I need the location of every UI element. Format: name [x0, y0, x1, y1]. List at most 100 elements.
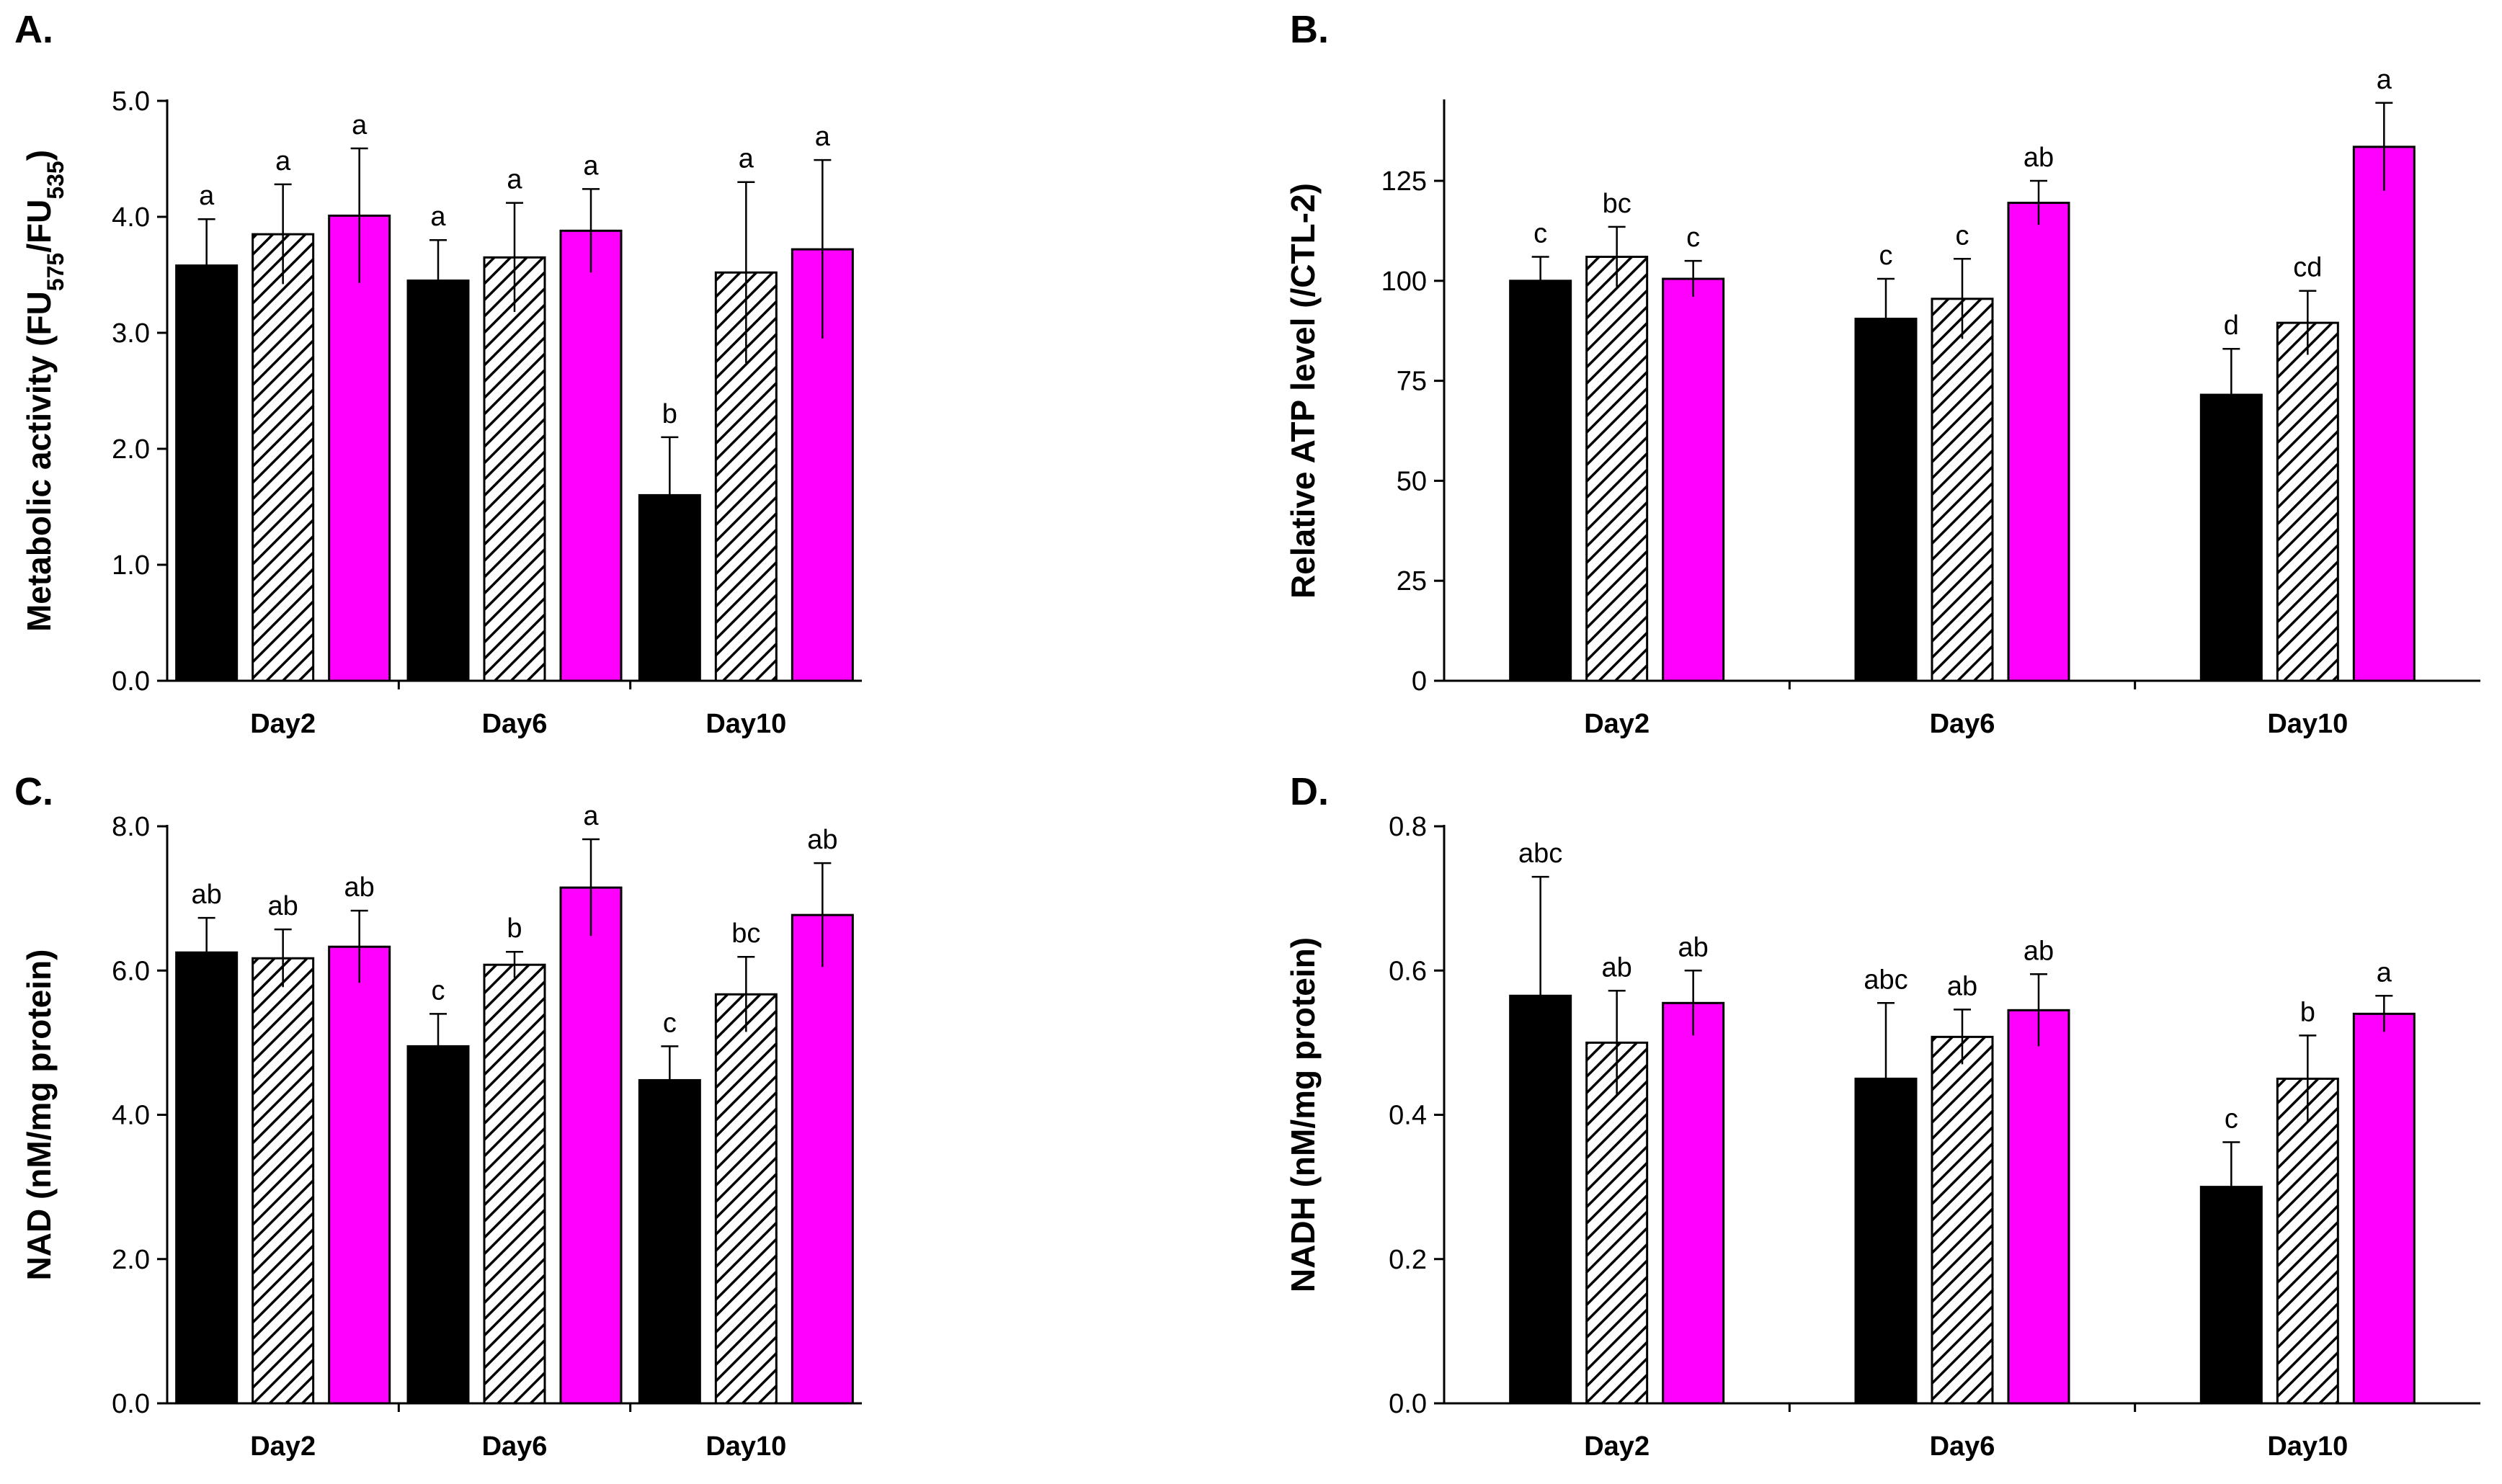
bar [2007, 1009, 2070, 1405]
significance-letter: ab [1602, 952, 1632, 983]
significance-letter: a [2377, 65, 2392, 95]
x-category-label: Day10 [705, 709, 786, 739]
significance-letter: ab [807, 825, 837, 855]
x-category-label: Day10 [705, 1431, 786, 1462]
bar [483, 963, 546, 1405]
significance-letter: ab [192, 880, 222, 910]
panel-letter-d: D. [1290, 770, 1329, 813]
x-category-label: Day6 [1930, 1431, 1995, 1462]
y-tick-label: 0.2 [1389, 1245, 1427, 1275]
x-category-label: Day6 [1930, 709, 1995, 739]
y-tick-label: 3.0 [112, 318, 150, 349]
bar [1585, 256, 1649, 682]
significance-letter: c [663, 1008, 677, 1038]
bar [2276, 321, 2339, 682]
significance-letter: c [2225, 1104, 2238, 1135]
y-tick-label: 0.6 [1389, 956, 1427, 986]
bar [2007, 202, 2070, 682]
significance-letter: a [583, 151, 599, 181]
significance-letter: ab [268, 891, 298, 921]
y-tick-label: 50 [1397, 466, 1427, 496]
bar [1585, 1041, 1649, 1405]
significance-letter: c [1686, 223, 1700, 253]
significance-letter: a [583, 801, 599, 831]
x-category-label: Day6 [482, 709, 548, 739]
chart-b-svg: 0 25 50 75 100 125 Relative ATP level (/CTL-2)… [1284, 65, 2480, 739]
significance-letter: a [430, 202, 446, 232]
panel-c: C. 0.0 2.0 4.0 6.0 8.0 NAD (nM/mg protein) Day… [0, 742, 1251, 1484]
y-tick-label: 2.0 [112, 1245, 150, 1275]
panel-letter-c: C. [14, 770, 53, 813]
y-tick-label: 25 [1397, 566, 1427, 596]
y-tick-label: 8.0 [112, 812, 150, 842]
bar [714, 993, 778, 1405]
y-axis-label: NAD (nM/mg protein) [20, 949, 58, 1281]
significance-letter: ab [1678, 932, 1709, 962]
significance-letter: d [2224, 310, 2239, 341]
bar [2199, 393, 2263, 682]
bar [1662, 1001, 1725, 1405]
significance-letter: a [507, 165, 522, 195]
chart-d-svg: 0.0 0.2 0.4 0.6 0.8 NADH (nM/mg protein) Day2 a… [1284, 812, 2480, 1462]
bar [406, 280, 470, 682]
bar [328, 945, 391, 1405]
bar [2352, 146, 2416, 682]
x-category-label: Day6 [482, 1431, 548, 1462]
y-tick-label: 4.0 [112, 1101, 150, 1131]
significance-letter: ab [1947, 971, 1977, 1001]
significance-letter: abc [1864, 965, 1907, 995]
bar [2352, 1012, 2416, 1405]
significance-letter: c [432, 975, 445, 1006]
x-category-label: Day10 [2267, 709, 2348, 739]
bar [251, 233, 315, 682]
significance-letter: c [1879, 241, 1893, 271]
bar [1662, 277, 1725, 682]
bar [328, 214, 391, 682]
significance-letter: ab [2024, 143, 2054, 173]
y-tick-label: 75 [1397, 367, 1427, 397]
y-tick-label: 0.4 [1389, 1101, 1427, 1131]
x-category-label: Day2 [1584, 709, 1650, 739]
bar [1509, 280, 1572, 682]
chart-a-svg: 0.0 1.0 2.0 3.0 4.0 5.0 Metabolic activity (FU… [20, 86, 862, 739]
y-tick-label: 0.8 [1389, 812, 1427, 842]
significance-letter: a [352, 110, 368, 140]
y-tick-label: 5.0 [112, 86, 150, 117]
bar [1931, 298, 1994, 682]
significance-letter: cd [2293, 253, 2322, 283]
x-category-label: Day2 [1584, 1431, 1650, 1462]
significance-letter: c [1533, 219, 1547, 249]
y-axis-label: Metabolic activity (FU575/FU535) [20, 150, 68, 632]
panel-b: B. 0 25 50 75 100 125 Relative ATP level (/CTL… [1251, 0, 2502, 742]
bar [175, 264, 239, 682]
y-axis-label: Relative ATP level (/CTL-2) [1284, 183, 1322, 599]
bar [175, 951, 239, 1405]
significance-letter: a [199, 181, 215, 211]
significance-letter: a [275, 146, 291, 176]
y-tick-label: 6.0 [112, 956, 150, 986]
significance-letter: b [507, 913, 522, 944]
bar [638, 1078, 701, 1405]
significance-letter: a [2377, 957, 2392, 988]
significance-letter: ab [2024, 936, 2054, 966]
bar [251, 957, 315, 1405]
bar [406, 1045, 470, 1405]
y-tick-label: 4.0 [112, 202, 150, 233]
y-tick-label: 1.0 [112, 550, 150, 581]
y-tick-label: 0.0 [112, 1389, 150, 1419]
x-category-label: Day2 [250, 1431, 316, 1462]
x-category-label: Day2 [250, 709, 316, 739]
panel-letter-b: B. [1290, 8, 1329, 51]
significance-letter: b [2300, 997, 2315, 1027]
significance-letter: bc [1603, 189, 1631, 219]
panel-d: D. 0.0 0.2 0.4 0.6 0.8 NADH (nM/mg protein) Da… [1251, 742, 2502, 1484]
y-tick-label: 100 [1381, 267, 1427, 297]
bar [483, 256, 546, 682]
y-tick-label: 125 [1381, 166, 1427, 197]
bar [791, 913, 854, 1405]
significance-letter: b [662, 399, 677, 429]
x-category-label: Day10 [2267, 1431, 2348, 1462]
panel-a: A. 0.0 1.0 2.0 3.0 4.0 5.0 Metabolic activity … [0, 0, 1251, 742]
